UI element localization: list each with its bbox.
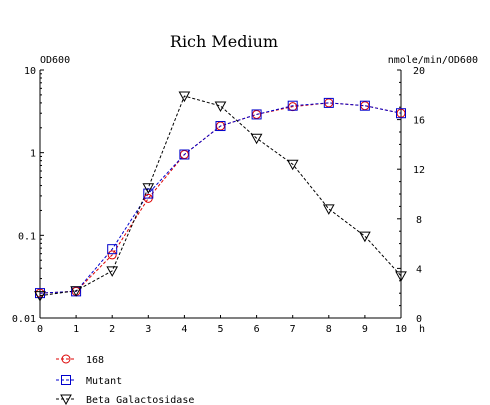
left-axis-label: OD600 xyxy=(40,55,70,66)
legend-marker xyxy=(61,375,71,385)
data-point xyxy=(107,244,118,255)
x-tick-label: 8 xyxy=(326,324,332,335)
left-tick-label: 10 xyxy=(24,66,36,77)
left-tick-label: 1 xyxy=(30,149,36,160)
x-tick-label: 5 xyxy=(217,324,223,335)
data-point xyxy=(396,108,406,119)
series-lines xyxy=(39,95,402,297)
data-point xyxy=(70,286,82,297)
x-tick-label: 9 xyxy=(362,324,368,335)
data-point xyxy=(251,109,262,120)
x-tick-label: 1 xyxy=(73,324,79,335)
data-point xyxy=(142,183,155,194)
right-tick-label: 4 xyxy=(416,264,422,275)
data-point xyxy=(395,271,407,282)
right-tick-label: 0 xyxy=(416,314,422,325)
x-tick-label: 6 xyxy=(254,324,260,335)
x-axis-label: h xyxy=(419,324,425,335)
legend-marker xyxy=(60,394,72,405)
chart-title: Rich Medium xyxy=(170,32,278,51)
data-point xyxy=(323,97,334,108)
data-point xyxy=(107,250,117,260)
right-tick-label: 16 xyxy=(413,116,425,127)
data-point xyxy=(106,266,119,277)
data-point xyxy=(34,291,46,302)
data-point xyxy=(178,91,191,103)
data-point xyxy=(214,101,227,112)
data-point xyxy=(322,204,335,215)
right-axis-label: nmole/min/OD600 xyxy=(388,55,478,66)
left-tick-label: 0.1 xyxy=(18,231,36,242)
right-tick-label: 12 xyxy=(413,165,425,176)
data-point xyxy=(359,100,370,111)
left-tick-label: 0.01 xyxy=(12,314,36,325)
legend-marker xyxy=(61,354,71,364)
x-tick-label: 7 xyxy=(290,324,296,335)
x-tick-label: 2 xyxy=(109,324,115,335)
x-tick-label: 4 xyxy=(181,324,187,335)
legend-label: Beta Galactosidase xyxy=(86,395,194,405)
data-point xyxy=(250,133,263,145)
legend: 168 Mutant Beta Galactosidase xyxy=(56,354,194,405)
x-tick-label: 10 xyxy=(395,324,407,335)
legend-label: Mutant xyxy=(86,376,122,387)
data-point xyxy=(179,149,190,160)
data-point xyxy=(359,231,371,243)
right-tick-label: 8 xyxy=(416,215,422,226)
x-tick-label: 0 xyxy=(37,324,43,335)
series-line xyxy=(39,102,402,294)
data-point xyxy=(143,188,154,199)
series-line xyxy=(39,102,402,294)
x-tick-label: 3 xyxy=(145,324,151,335)
data-point xyxy=(215,121,226,132)
data-point xyxy=(286,159,299,171)
right-tick-label: 20 xyxy=(413,66,425,77)
legend-label: 168 xyxy=(86,355,104,366)
series-markers xyxy=(34,91,407,302)
data-point xyxy=(287,100,298,111)
